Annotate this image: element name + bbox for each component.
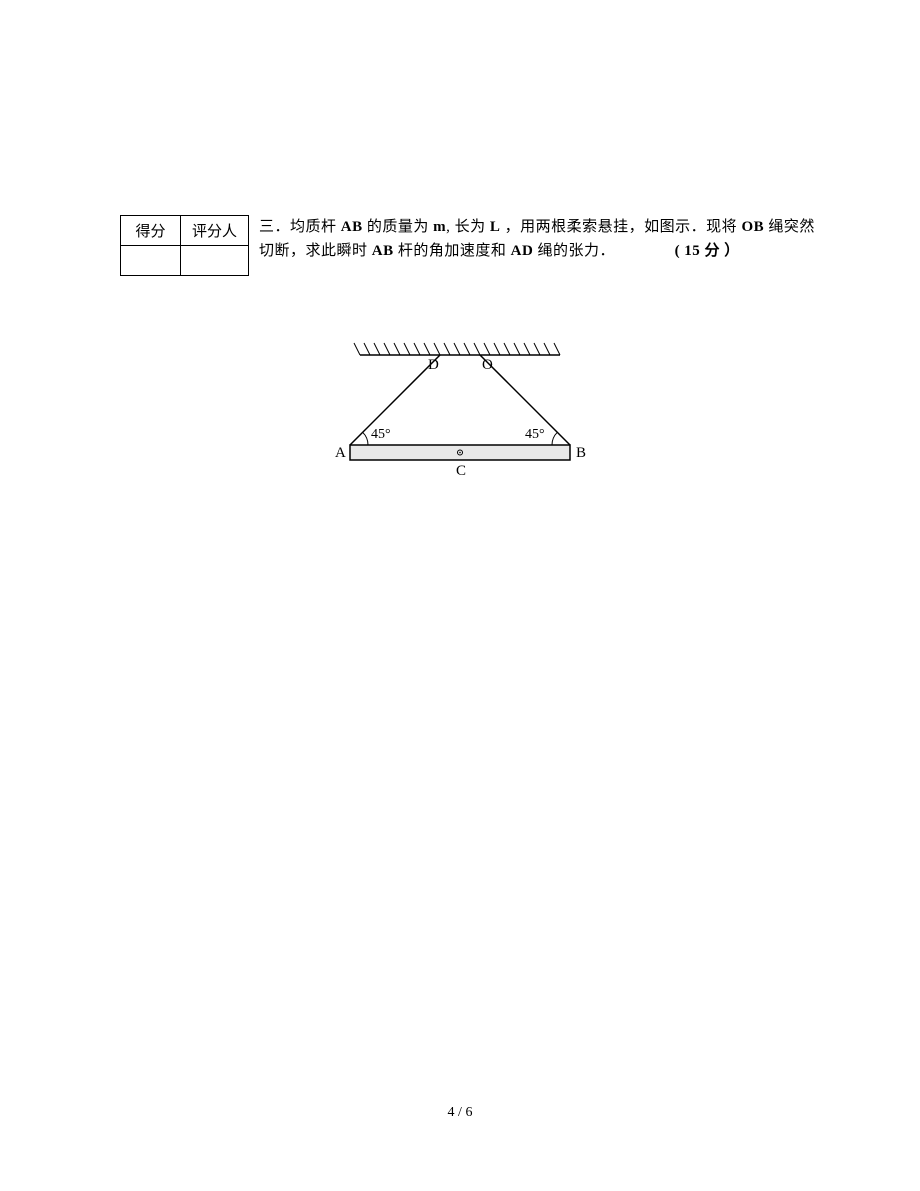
svg-text:45°: 45° (371, 427, 391, 442)
text-part1: 均质杆 (290, 219, 341, 235)
text-ab: AB (341, 219, 363, 235)
svg-text:D: D (428, 357, 439, 373)
text-ad: AD (511, 243, 534, 259)
svg-text:C: C (456, 463, 466, 479)
text-part7: 绳的张力． (533, 243, 615, 259)
svg-text:O: O (482, 357, 493, 373)
diagram-container: A B C D O 45° 45° (320, 335, 600, 495)
page-total: 6 (465, 1105, 472, 1120)
score-cell (121, 246, 181, 276)
text-points: ( 15 分 ） (675, 243, 740, 259)
page-separator: / (455, 1105, 466, 1120)
page-number: 4 / 6 (448, 1105, 473, 1121)
diagram-svg: A B C D O 45° 45° (320, 335, 600, 495)
header-row: 得分 评分人 三．均质杆 AB 的质量为 m, 长为 L ，用两根柔索悬挂，如图… (120, 215, 820, 276)
grader-header: 评分人 (181, 216, 249, 246)
text-ob: OB (741, 219, 764, 235)
grader-cell (181, 246, 249, 276)
page-current: 4 (448, 1105, 455, 1120)
svg-text:B: B (576, 445, 586, 461)
text-part4: ，用两根柔索悬挂，如图示．现将 (500, 219, 741, 235)
text-part6: 杆的角加速度和 (394, 243, 511, 259)
content-area: 得分 评分人 三．均质杆 AB 的质量为 m, 长为 L ，用两根柔索悬挂，如图… (120, 215, 820, 276)
text-ab2: AB (372, 243, 394, 259)
score-table: 得分 评分人 (120, 215, 249, 276)
question-number: 三． (259, 219, 290, 235)
text-l: L (490, 219, 501, 235)
text-m: m (433, 219, 446, 235)
text-part3: , 长为 (446, 219, 490, 235)
score-header: 得分 (121, 216, 181, 246)
svg-text:A: A (335, 445, 346, 461)
svg-text:45°: 45° (525, 427, 545, 442)
question-text: 三．均质杆 AB 的质量为 m, 长为 L ，用两根柔索悬挂，如图示．现将 OB… (259, 215, 820, 263)
text-part2: 的质量为 (363, 219, 434, 235)
